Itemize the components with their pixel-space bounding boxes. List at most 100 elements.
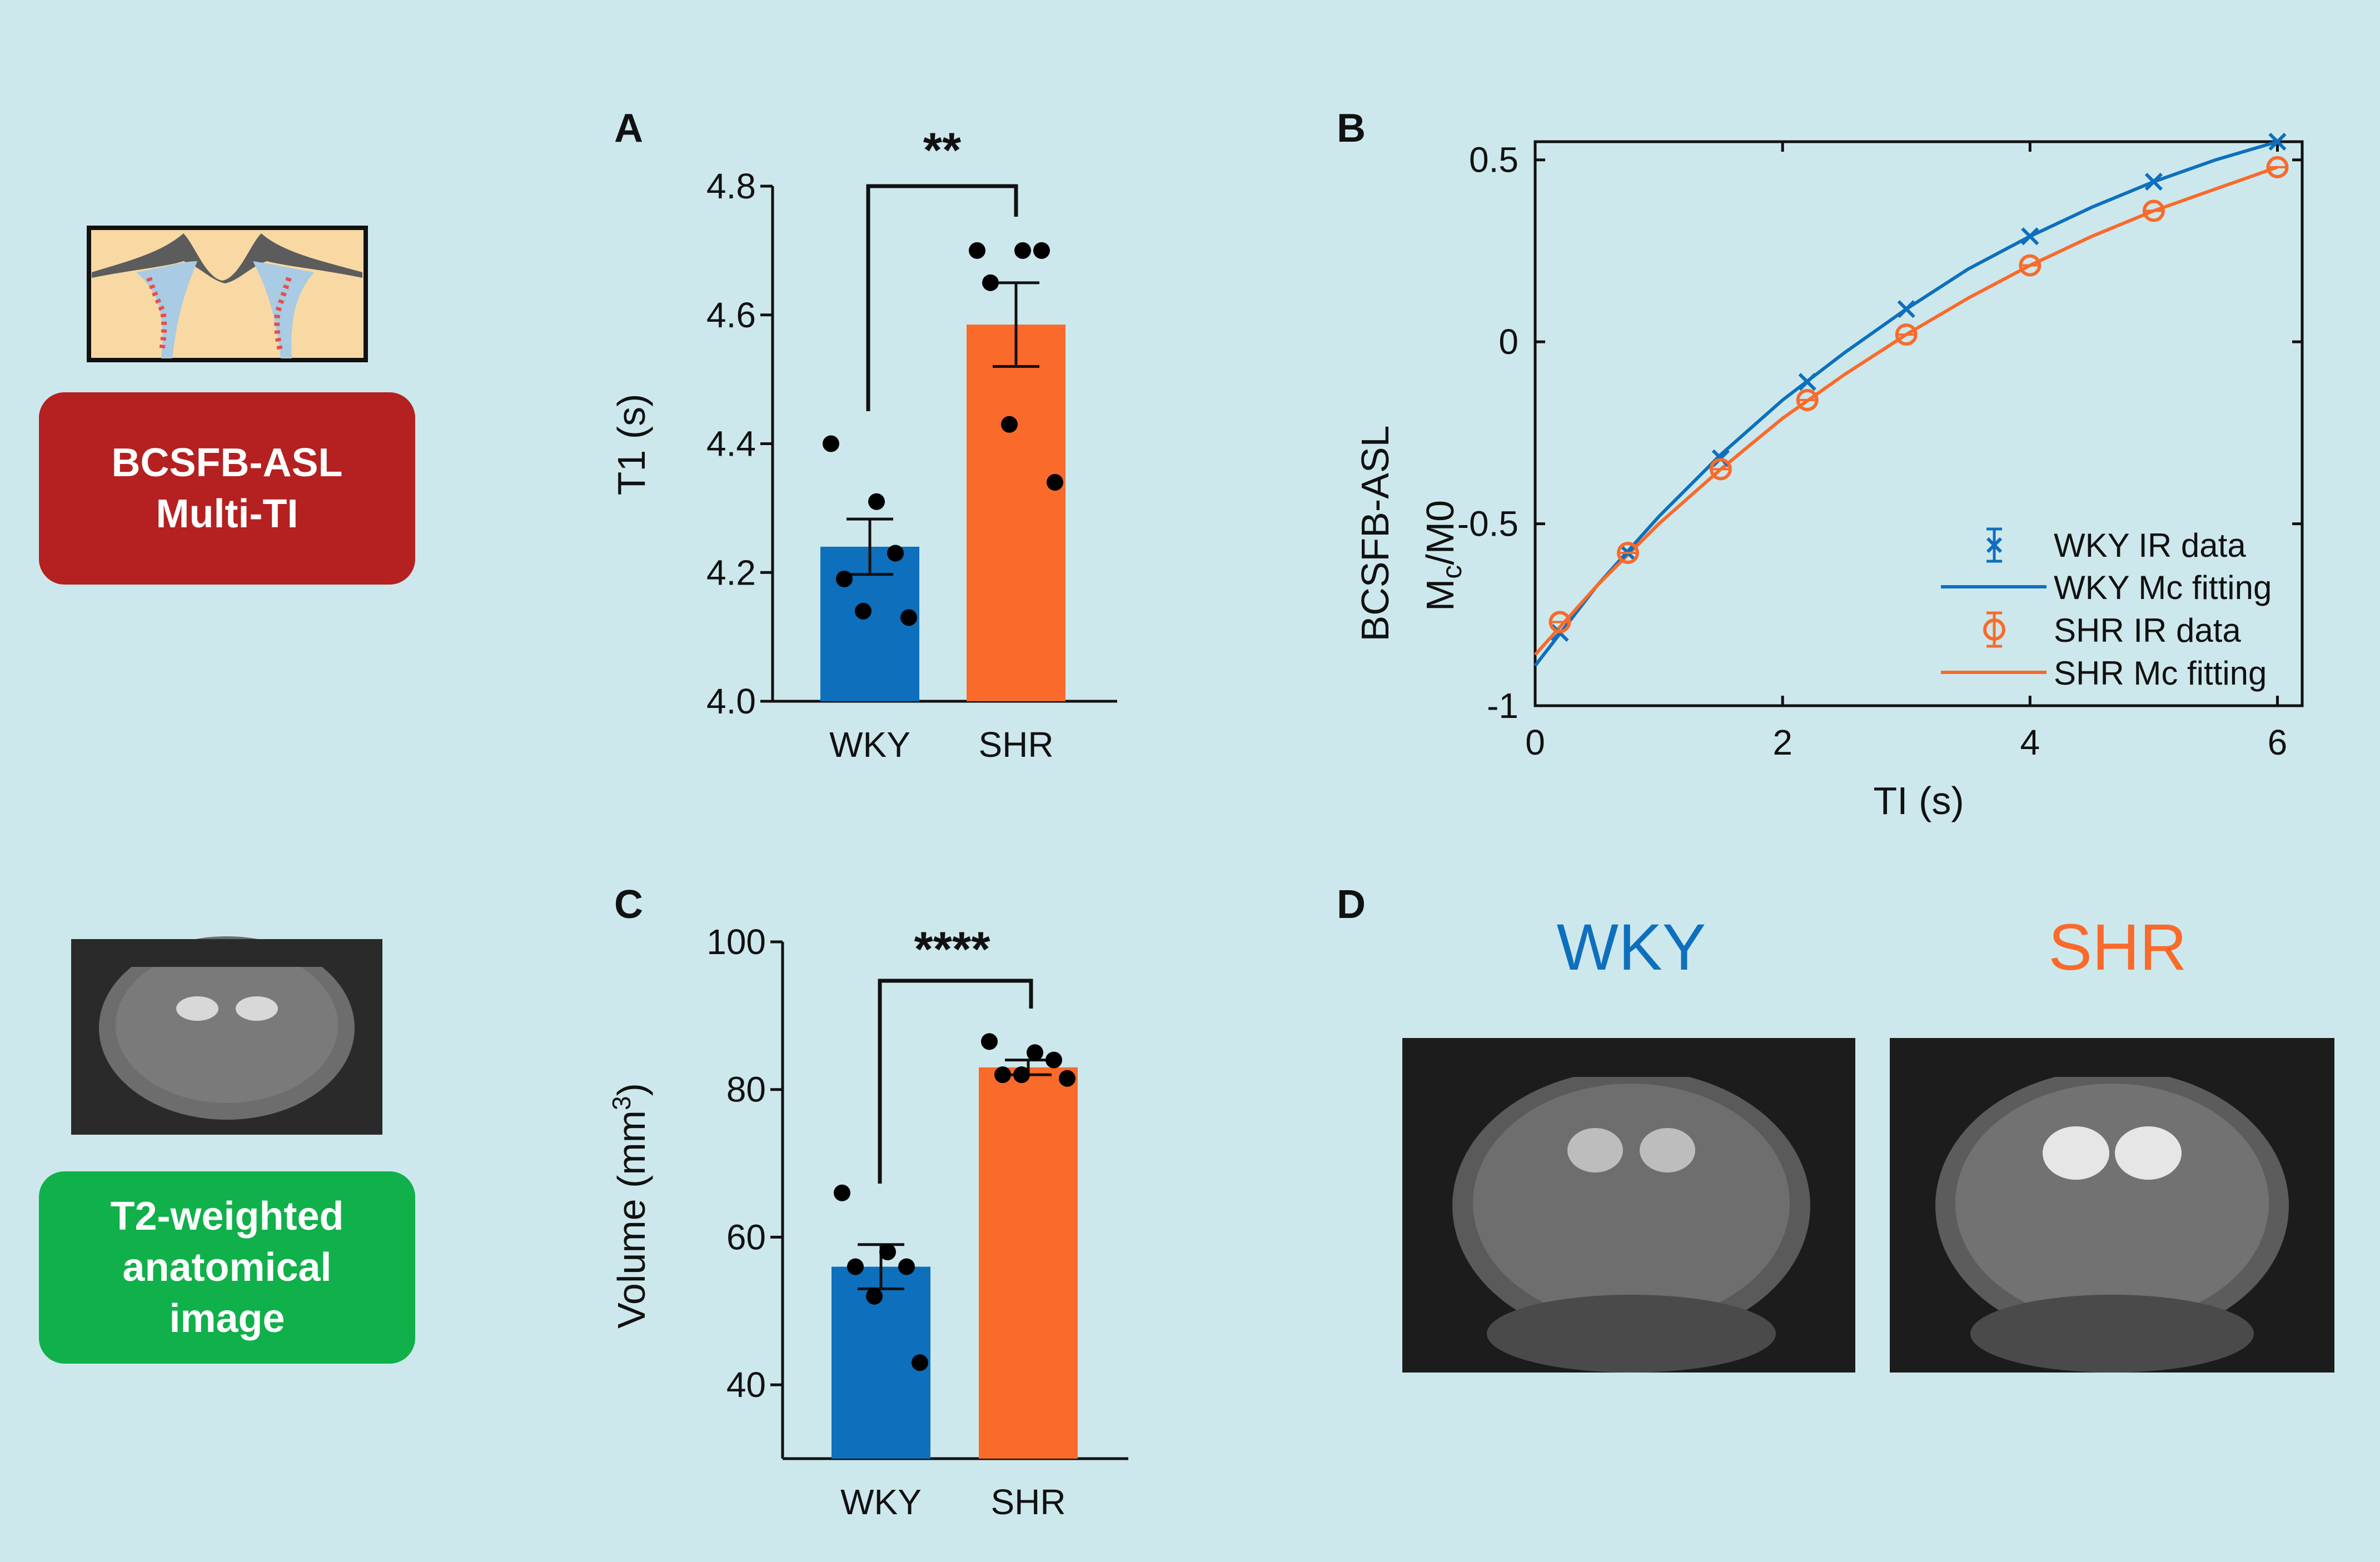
x-tick-label: 6: [2268, 722, 2288, 762]
x-tick-label-shr: SHR: [978, 725, 1053, 765]
wky-data-point: [2144, 172, 2163, 191]
panel-c-significance-stars: ****: [914, 921, 991, 976]
panel-b-y-axis-title-line1: BCSFB-ASL: [1353, 426, 1397, 642]
t2-badge-line3: image: [169, 1296, 285, 1341]
panel-c-significance-bracket: [878, 979, 1033, 1184]
panel-c-bar-chart: C 40 60 80 100 WKY SHR **** Volume (mm3): [607, 882, 1128, 1522]
data-point-shr: [969, 242, 985, 259]
panel-b-markers: [1549, 132, 2289, 642]
data-point-wky: [847, 1258, 864, 1275]
panel-a-y-ticks: 4.0 4.2 4.4 4.6 4.8: [706, 166, 773, 721]
t2-badge-line1: T2-weighted: [110, 1194, 344, 1239]
panel-b-x-axis-title: TI (s): [1873, 779, 1964, 822]
data-point-wky: [823, 435, 839, 452]
panel-a-significance-bracket: [866, 184, 1018, 411]
panel-d-letter: D: [1337, 882, 1366, 927]
panel-b-letter: B: [1337, 106, 1366, 151]
data-point-wky: [868, 493, 885, 510]
brain-mri-thumbnail-icon: [71, 936, 382, 1135]
panel-b-ticks: 0 2 4 6 -1 -0.5 0 0.5: [1457, 140, 2302, 762]
panel-d-mri-images: D WKY SHR: [1337, 882, 2334, 1373]
data-point-shr: [1027, 1044, 1043, 1061]
panel-a-bar-chart: A 4.0 4.2 4.4 4.6 4.8 WKY SHR ** T1 (s): [610, 106, 1117, 765]
data-point-wky: [834, 1184, 850, 1201]
panel-d-shr-title: SHR: [2048, 911, 2187, 984]
data-point-shr: [1047, 474, 1063, 491]
y-tick-label: 40: [726, 1365, 766, 1405]
data-point-shr: [1001, 416, 1018, 433]
svg-text:SHR Mc fitting: SHR Mc fitting: [2054, 655, 2267, 692]
data-point-wky: [866, 1287, 883, 1305]
bar-shr: [979, 1067, 1078, 1459]
y-tick-label: 4.2: [706, 552, 756, 592]
svg-text:WKY IR data: WKY IR data: [2054, 527, 2246, 564]
y-tick-label: 0: [1498, 322, 1518, 362]
panel-a-x-tick-labels: WKY SHR: [829, 725, 1053, 765]
x-tick-label-wky: WKY: [829, 725, 910, 765]
x-tick-label: 2: [1772, 722, 1793, 762]
y-tick-label: 4.4: [706, 424, 756, 464]
svg-text:WKY Mc fitting: WKY Mc fitting: [2054, 569, 2272, 606]
asl-badge-line1: BCSFB-ASL: [111, 441, 343, 485]
t2-badge-line2: anatomical: [122, 1245, 332, 1290]
data-point-shr: [981, 1033, 998, 1050]
x-tick-label-wky: WKY: [840, 1482, 922, 1522]
data-point-shr: [1033, 242, 1050, 259]
panel-c-x-tick-labels: WKY SHR: [840, 1482, 1065, 1522]
t2-method-badge: T2-weighted anatomical image: [39, 1171, 415, 1364]
data-point-shr: [1013, 1066, 1030, 1084]
y-tick-label: -0.5: [1457, 504, 1518, 544]
y-tick-label: 100: [706, 922, 766, 962]
legend-shr-mc-fitting: SHR Mc fitting: [1941, 655, 2267, 692]
data-point-wky: [879, 1244, 896, 1260]
bar-shr: [967, 325, 1065, 701]
data-point-shr: [1045, 1051, 1062, 1069]
data-point-wky: [887, 545, 904, 562]
data-point-wky: [898, 1258, 915, 1275]
y-tick-label: 4.0: [706, 681, 756, 721]
brain-ventricle-schematic-icon: [87, 226, 368, 362]
x-tick-label: 4: [2020, 722, 2040, 762]
x-tick-label-shr: SHR: [990, 1482, 1065, 1522]
y-tick-label: 4.6: [706, 295, 756, 335]
x-tick-label: 0: [1525, 722, 1545, 762]
panel-d-wky-title: WKY: [1557, 911, 1706, 984]
asl-badge-line2: Multi-TI: [156, 492, 298, 536]
wky-mri-image: [1402, 1038, 1855, 1373]
panel-b-plot-frame: [1533, 140, 2304, 707]
legend-shr-ir-data: SHR IR data: [1983, 611, 2241, 649]
legend-wky-ir-data: WKY IR data: [1986, 527, 2246, 564]
svg-text:SHR IR data: SHR IR data: [2054, 612, 2241, 649]
panel-a-letter: A: [614, 106, 643, 151]
wky-data-point: [1798, 373, 1816, 391]
panel-a-y-axis-title: T1 (s): [610, 394, 653, 496]
data-point-shr: [1059, 1070, 1076, 1087]
shr-mri-image: [1890, 1038, 2334, 1373]
data-point-shr: [982, 274, 999, 291]
y-tick-label: 60: [726, 1217, 766, 1257]
data-point-wky: [912, 1354, 928, 1371]
data-point-shr: [1014, 242, 1031, 259]
panel-a-significance-stars: **: [923, 122, 962, 177]
panel-c-y-axis-title: Volume (mm3): [607, 1083, 653, 1329]
y-tick-label: 80: [726, 1070, 766, 1110]
wky-data-point: [2268, 132, 2287, 151]
y-tick-label: 4.8: [706, 166, 756, 206]
panel-c-bars: [831, 1033, 1078, 1459]
wky-data-point: [2021, 227, 2039, 246]
legend-wky-mc-fitting: WKY Mc fitting: [1941, 569, 2272, 606]
panel-a-bars: [820, 242, 1065, 701]
y-tick-label: -1: [1487, 686, 1518, 726]
asl-method-badge: BCSFB-ASL Multi-TI: [39, 392, 415, 585]
panel-c-y-ticks: 40 60 80 100: [706, 922, 783, 1405]
panel-b-line-chart: B 0 2 4 6-1-0.500.5 TI (s) BCSFB-ASL Mc/M0 …: [1337, 106, 2304, 822]
wky-data-point: [1897, 300, 1915, 318]
panel-b-legend: WKY IR data WKY Mc fitting SHR IR data S…: [1941, 527, 2272, 692]
data-point-wky: [836, 570, 853, 587]
data-point-shr: [994, 1066, 1011, 1084]
panel-b-y-axis-title-line2: Mc/M0: [1418, 500, 1467, 611]
y-tick-label: 0.5: [1469, 140, 1518, 180]
data-point-wky: [855, 602, 872, 620]
data-point-wky: [900, 609, 917, 626]
